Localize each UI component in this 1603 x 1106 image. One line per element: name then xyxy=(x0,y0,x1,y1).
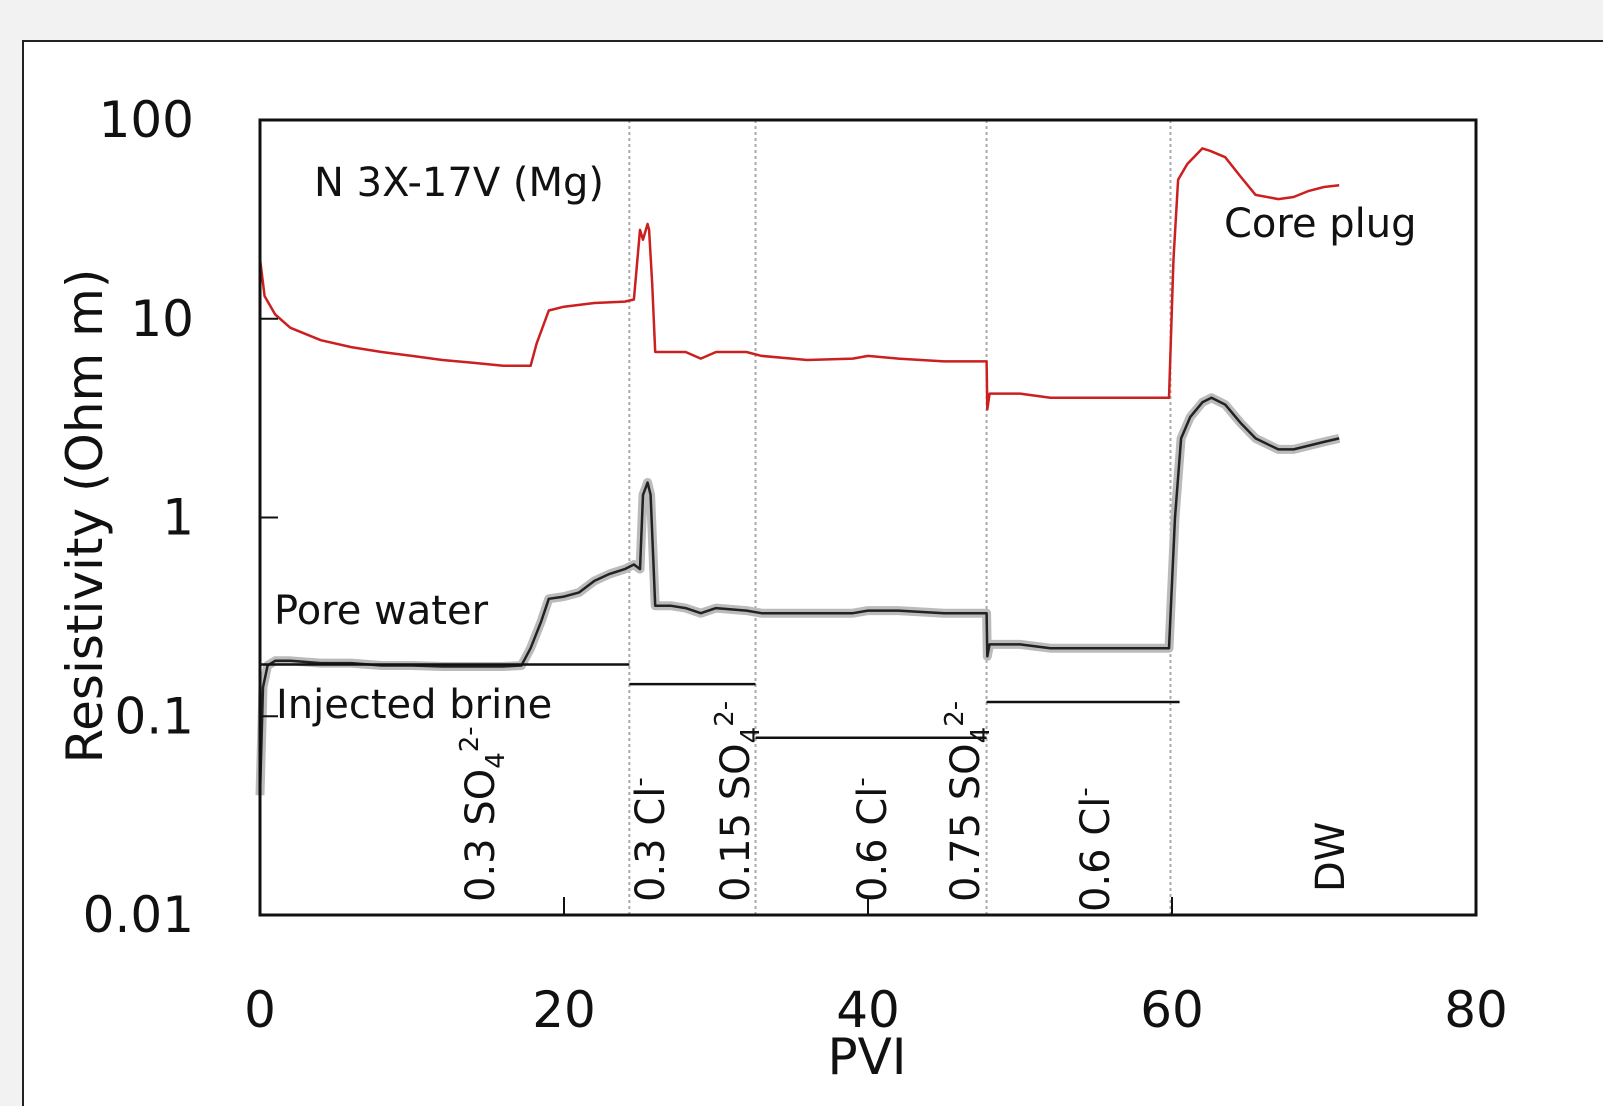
x-tick-label: 20 xyxy=(532,981,596,1039)
pore-water-annotation: Pore water xyxy=(274,588,489,634)
pore-water-line xyxy=(258,396,1340,796)
x-tick-label: 40 xyxy=(836,981,900,1039)
y-tick-label: 1 xyxy=(162,489,194,547)
stage-label: 0.6 Cl- xyxy=(847,777,896,902)
y-tick-label: 0.01 xyxy=(83,886,194,944)
stage-label: 0.6 Cl- xyxy=(1070,787,1119,912)
series-layer xyxy=(255,120,1341,796)
core-plug-line xyxy=(258,120,1340,411)
stage-label: 0.75 SO42- xyxy=(940,701,996,902)
y-tick-label: 0.1 xyxy=(114,687,194,745)
y-axis-title: Resistivity (Ohm m) xyxy=(56,269,114,764)
injected-brine-annotation: Injected brine xyxy=(276,682,552,728)
core-plug-annotation: Core plug xyxy=(1224,201,1417,247)
resistivity-chart: 0 20 40 60 80 100 10 1 0.1 0.01 Core plug Pore wate… xyxy=(56,91,1508,1086)
stage-label: DW xyxy=(1308,822,1354,892)
y-tick-label: 100 xyxy=(99,91,194,149)
stage-label: 0.3 Cl- xyxy=(625,777,674,902)
stage-label: 0.3 SO42- xyxy=(455,726,511,902)
stage-label: 0.15 SO42- xyxy=(710,701,766,902)
x-axis-title: PVI xyxy=(827,1028,906,1086)
x-tick-label: 60 xyxy=(1140,981,1204,1039)
x-tick-label: 80 xyxy=(1444,981,1508,1039)
y-tick-label: 10 xyxy=(130,290,194,348)
sample-label: N 3X-17V (Mg) xyxy=(314,160,604,206)
plot-area xyxy=(628,120,1172,915)
axis-layer: 0 20 40 60 80 100 10 1 0.1 0.01 Core plug Pore wate… xyxy=(83,91,1508,1039)
x-tick-label: 0 xyxy=(244,981,276,1039)
figure-frame: 0 20 40 60 80 100 10 1 0.1 0.01 Core plug Pore wate… xyxy=(22,40,1603,1106)
